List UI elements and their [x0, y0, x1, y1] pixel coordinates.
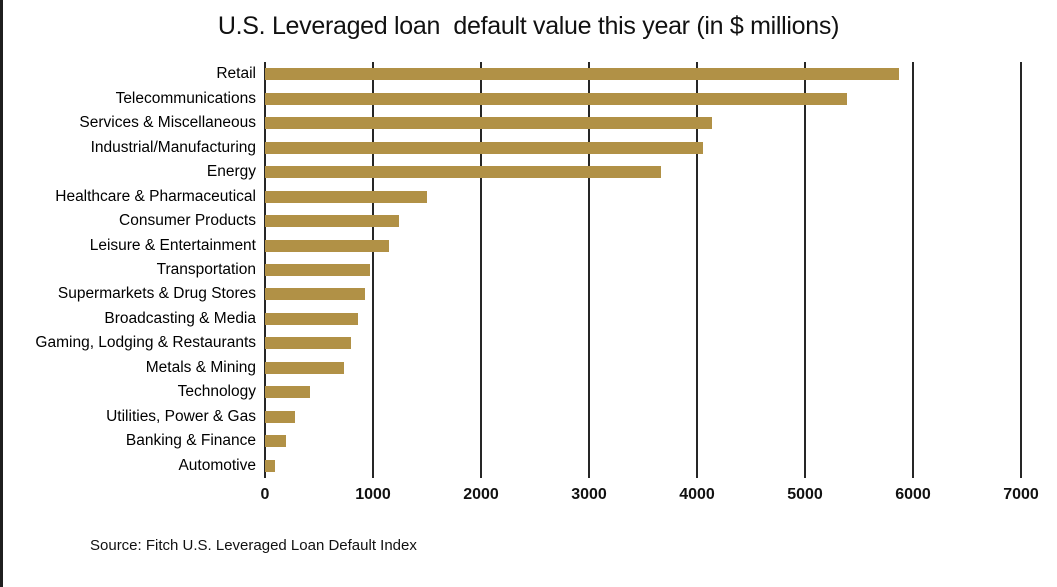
bar [265, 410, 296, 423]
chart-title: U.S. Leveraged loan default value this y… [217, 12, 840, 40]
x-tick-label: 0 [260, 486, 270, 503]
gridline [1020, 62, 1022, 478]
gridline [912, 62, 914, 478]
gridline [696, 62, 698, 478]
category-label: Consumer Products [119, 212, 256, 230]
x-tick-label: 4000 [679, 486, 715, 503]
bar [265, 386, 311, 399]
x-tick-label: 3000 [571, 486, 607, 503]
bar [265, 288, 366, 301]
bar [265, 459, 275, 472]
category-label: Utilities, Power & Gas [106, 407, 256, 425]
category-label: Retail [216, 65, 256, 83]
category-label: Leisure & Entertainment [89, 236, 256, 254]
bar [265, 68, 899, 81]
bar [265, 92, 848, 105]
category-label: Automotive [178, 456, 256, 474]
gridline [372, 62, 374, 478]
bar [265, 215, 399, 228]
x-tick-label: 6000 [895, 486, 931, 503]
category-label: Energy [206, 163, 256, 181]
category-label: Supermarkets & Drug Stores [57, 285, 256, 303]
x-tick-label: 7000 [1003, 486, 1039, 503]
bar [265, 264, 370, 276]
source-note: Source: Fitch U.S. Leveraged Loan Defaul… [90, 537, 417, 554]
gridline [480, 62, 482, 478]
bar [265, 117, 713, 130]
gridline [804, 62, 806, 478]
bar [265, 239, 390, 252]
bar [265, 435, 286, 448]
page-left-border [0, 0, 3, 587]
category-label: Industrial/Manufacturing [90, 138, 256, 156]
category-label: Technology [177, 383, 256, 401]
category-label: Gaming, Lodging & Restaurants [35, 334, 256, 352]
category-label: Broadcasting & Media [104, 309, 256, 327]
x-tick-label: 2000 [463, 486, 499, 503]
x-tick-label: 1000 [355, 486, 391, 503]
category-label: Banking & Finance [125, 432, 256, 450]
category-label: Telecommunications [115, 89, 256, 107]
category-label: Metals & Mining [145, 358, 256, 376]
bar [265, 337, 352, 350]
bar [265, 361, 344, 374]
category-label: Services & Miscellaneous [79, 114, 256, 132]
bar [265, 141, 704, 154]
category-label: Healthcare & Pharmaceutical [55, 187, 256, 205]
bar [265, 166, 662, 179]
bar [265, 312, 358, 325]
bar [265, 190, 427, 203]
x-tick-label: 5000 [787, 486, 823, 503]
category-label: Transportation [156, 261, 256, 278]
gridline [588, 62, 590, 478]
